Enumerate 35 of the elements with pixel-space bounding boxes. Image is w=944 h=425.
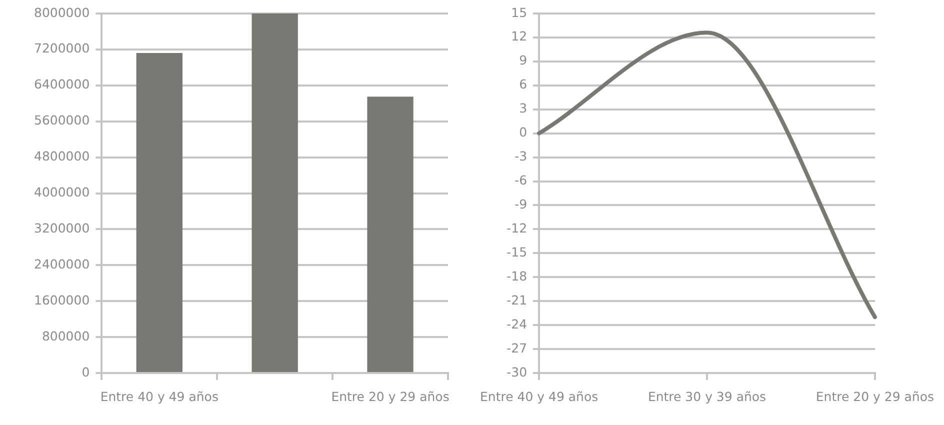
x-tick-label: Entre 20 y 29 años — [816, 388, 934, 404]
y-tick-label: 3 — [519, 100, 528, 116]
x-tick-label: Entre 40 y 49 años — [480, 388, 598, 404]
y-tick-label: 0 — [519, 124, 528, 140]
y-tick-label: 2400000 — [34, 256, 90, 272]
x-tick-label: Entre 40 y 49 años — [100, 388, 218, 404]
bar — [367, 96, 414, 372]
y-tick-label: 6 — [519, 76, 528, 92]
y-tick-label: -12 — [506, 220, 528, 236]
y-tick-label: 15 — [511, 4, 528, 20]
bar — [252, 14, 298, 372]
x-tick-label: Entre 30 y 39 años — [648, 388, 766, 404]
y-tick-label: 800000 — [42, 328, 90, 344]
y-tick-label: 9 — [519, 52, 528, 68]
y-tick-label: -21 — [506, 292, 528, 308]
y-tick-label: 12 — [511, 28, 528, 44]
y-tick-label: 3200000 — [34, 220, 90, 236]
y-tick-label: 1600000 — [34, 292, 90, 308]
y-tick-label: -6 — [514, 172, 528, 188]
y-tick-label: 6400000 — [34, 76, 90, 92]
y-tick-label: 0 — [82, 364, 90, 380]
y-tick-label: 8000000 — [34, 4, 90, 20]
y-tick-label: 5600000 — [34, 112, 90, 128]
y-tick-label: 7200000 — [34, 40, 90, 56]
y-tick-label: -15 — [506, 244, 528, 260]
y-tick-label: 4800000 — [34, 148, 90, 164]
y-tick-label: -27 — [506, 340, 528, 356]
y-tick-label: -24 — [506, 316, 528, 332]
y-tick-label: -3 — [514, 148, 528, 164]
y-tick-label: -9 — [514, 196, 528, 212]
x-tick-label: Entre 20 y 29 años — [331, 388, 450, 404]
y-tick-label: 4000000 — [34, 184, 90, 200]
y-tick-label: -18 — [506, 268, 528, 284]
bar — [136, 53, 182, 372]
y-tick-label: -30 — [506, 364, 528, 380]
